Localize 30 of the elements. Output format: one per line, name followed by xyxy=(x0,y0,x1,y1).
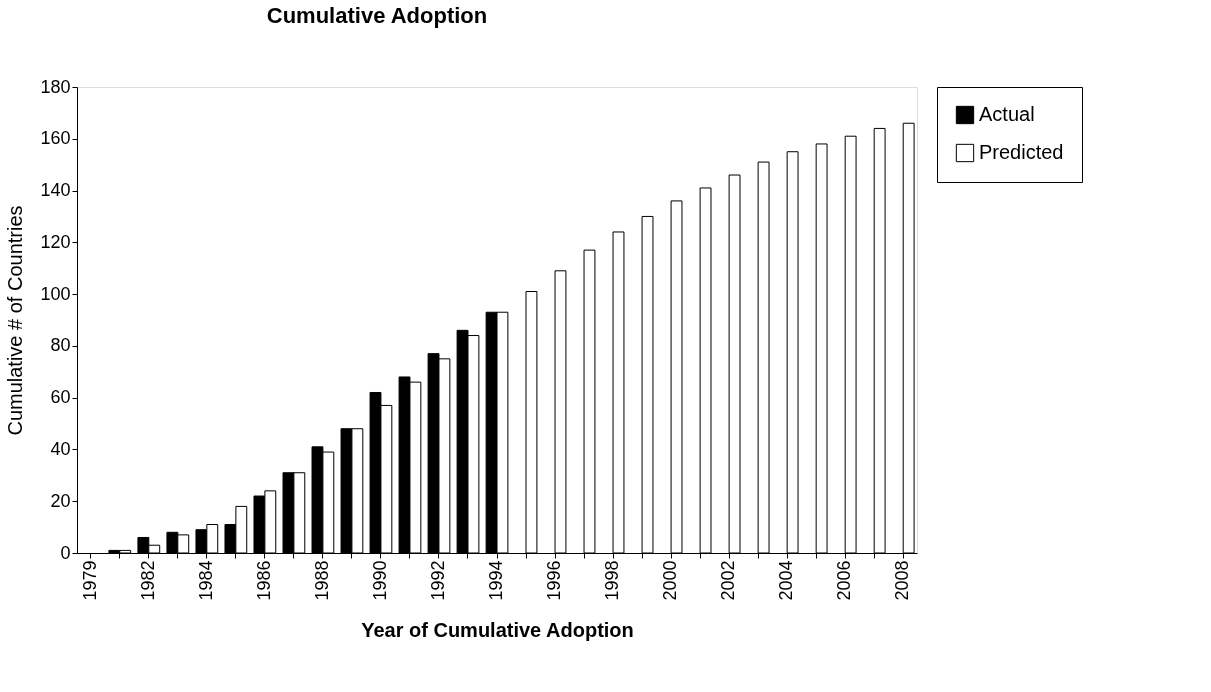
y-tick-label: 80 xyxy=(50,335,71,356)
y-tick-label: 100 xyxy=(40,283,71,304)
x-tick-label: 2002 xyxy=(718,560,739,601)
x-tick-label: 1984 xyxy=(195,560,216,601)
x-tick-label: 1994 xyxy=(486,560,506,601)
y-tick-label: 0 xyxy=(60,542,71,563)
y-tick-label: 140 xyxy=(40,180,71,201)
x-tick-label: 2000 xyxy=(660,560,681,601)
chart-title: Cumulative Adoption xyxy=(266,3,488,28)
x-tick-label: 1979 xyxy=(79,560,100,601)
x-tick-label: 1998 xyxy=(602,560,623,601)
legend-label: Actual xyxy=(979,103,1035,125)
y-tick-label: 180 xyxy=(40,76,71,97)
y-axis-title: Cumulative # of Countries xyxy=(4,205,27,436)
legend-label: Predicted xyxy=(979,141,1064,163)
x-axis-title: Year of Cumulative Adoption xyxy=(361,618,634,641)
y-tick-label: 160 xyxy=(40,128,71,149)
y-tick-label: 40 xyxy=(50,438,71,459)
x-tick-label: 1982 xyxy=(137,560,158,601)
x-tick-label: 1986 xyxy=(253,560,274,601)
x-tick-label: 1988 xyxy=(311,560,332,601)
x-tick-label: 2004 xyxy=(776,560,797,601)
x-tick-label: 1996 xyxy=(544,560,565,601)
y-tick-label: 120 xyxy=(40,231,71,252)
x-tick-label: 2006 xyxy=(834,560,855,601)
y-tick-label: 60 xyxy=(50,387,71,408)
y-tick-label: 20 xyxy=(50,490,71,511)
x-tick-label: 1992 xyxy=(427,560,448,601)
x-tick-label: 1990 xyxy=(369,560,390,601)
x-tick-label: 2008 xyxy=(892,560,913,601)
